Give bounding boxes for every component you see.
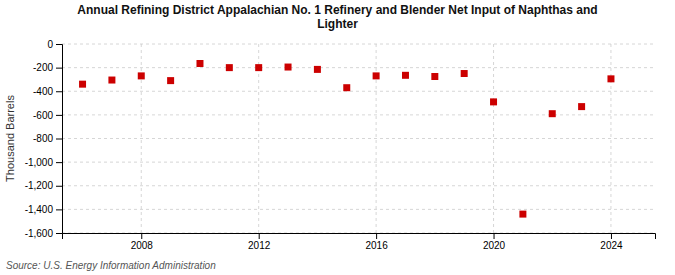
point <box>255 64 262 71</box>
y-axis-label: Thousand Barrels <box>4 95 16 182</box>
grid-line <box>62 91 655 92</box>
grid-line <box>62 209 655 210</box>
grid-line <box>62 67 655 68</box>
tick: 2016 <box>365 233 388 251</box>
tick-label: 2012 <box>248 240 271 251</box>
grid-line <box>493 44 494 233</box>
grid-line <box>62 185 655 186</box>
grid-line <box>62 138 655 139</box>
point <box>343 84 350 91</box>
tick-mark <box>141 233 142 239</box>
point <box>490 98 497 105</box>
point <box>108 77 115 84</box>
tick-label: 0 <box>47 39 53 50</box>
axis-line <box>63 234 656 240</box>
tick-label: -1,600 <box>25 228 54 239</box>
grid-line <box>376 44 377 233</box>
tick-mark <box>56 186 62 187</box>
grid-line <box>610 44 611 233</box>
point <box>519 211 526 218</box>
tick: -1,400 <box>25 204 62 215</box>
tick-mark <box>494 233 495 239</box>
tick-mark <box>56 233 62 234</box>
tick-mark <box>56 115 62 116</box>
grid <box>62 44 655 233</box>
tick-label: 2020 <box>483 240 506 251</box>
tick-mark <box>56 209 62 210</box>
tick: 0 <box>47 39 62 50</box>
tick-mark <box>56 162 62 163</box>
tick-label: 2016 <box>365 240 388 251</box>
tick-mark <box>56 139 62 140</box>
tick: -1,000 <box>25 157 62 168</box>
tick-label: -200 <box>33 62 53 73</box>
chart: 2008 2012 2016 2020 2024 0 -200 -400 -600 -800 -1,… <box>0 0 675 275</box>
point <box>285 64 292 71</box>
point <box>138 72 145 79</box>
tick-label: -600 <box>33 110 53 121</box>
grid-line <box>141 44 142 233</box>
point <box>79 81 86 88</box>
tick: -400 <box>33 86 62 97</box>
point <box>196 60 203 67</box>
axis-line <box>56 45 63 234</box>
tick-mark <box>611 233 612 239</box>
point <box>402 72 409 79</box>
tick-mark <box>56 91 62 92</box>
tick: -800 <box>33 133 62 144</box>
tick: -200 <box>33 62 62 73</box>
grid-line <box>62 44 655 45</box>
tick-mark <box>56 68 62 69</box>
tick: 2024 <box>600 233 623 251</box>
tick-label: -1,400 <box>25 204 54 215</box>
tick-label: -1,000 <box>25 157 54 168</box>
tick: -1,600 <box>25 228 62 239</box>
tick: 2012 <box>248 233 271 251</box>
tick-label: -1,200 <box>25 180 54 191</box>
tick-mark <box>259 233 260 239</box>
point <box>578 103 585 110</box>
grid-line <box>62 114 655 115</box>
y-axis: 0 -200 -400 -600 -800 -1,000 -1,200 -1,400 -1,60… <box>25 39 63 239</box>
tick: 2020 <box>483 233 506 251</box>
point <box>314 66 321 73</box>
tick: 2008 <box>131 233 154 251</box>
tick-label: 2024 <box>600 240 623 251</box>
source: Source: U.S. Energy Information Administ… <box>6 260 216 271</box>
point <box>373 72 380 79</box>
tick-label: -400 <box>33 86 53 97</box>
point <box>461 70 468 77</box>
tick: -600 <box>33 110 62 121</box>
grid-line <box>62 162 655 163</box>
tick-mark <box>376 233 377 239</box>
plot-area: 2008 2012 2016 2020 2024 0 -200 -400 -600 -800 -1,… <box>25 39 656 251</box>
x-axis: 2008 2012 2016 2020 2024 <box>63 233 656 251</box>
tick-mark <box>56 44 62 45</box>
points <box>79 60 614 218</box>
point <box>167 77 174 84</box>
tick-label: -800 <box>33 133 53 144</box>
point <box>607 75 614 82</box>
point <box>431 73 438 80</box>
tick: -1,200 <box>25 180 62 191</box>
grid-line <box>258 44 259 233</box>
title: Annual Refining District Appalachian No.… <box>77 3 597 31</box>
tick-label: 2008 <box>131 240 154 251</box>
point <box>226 64 233 71</box>
point <box>549 110 556 117</box>
